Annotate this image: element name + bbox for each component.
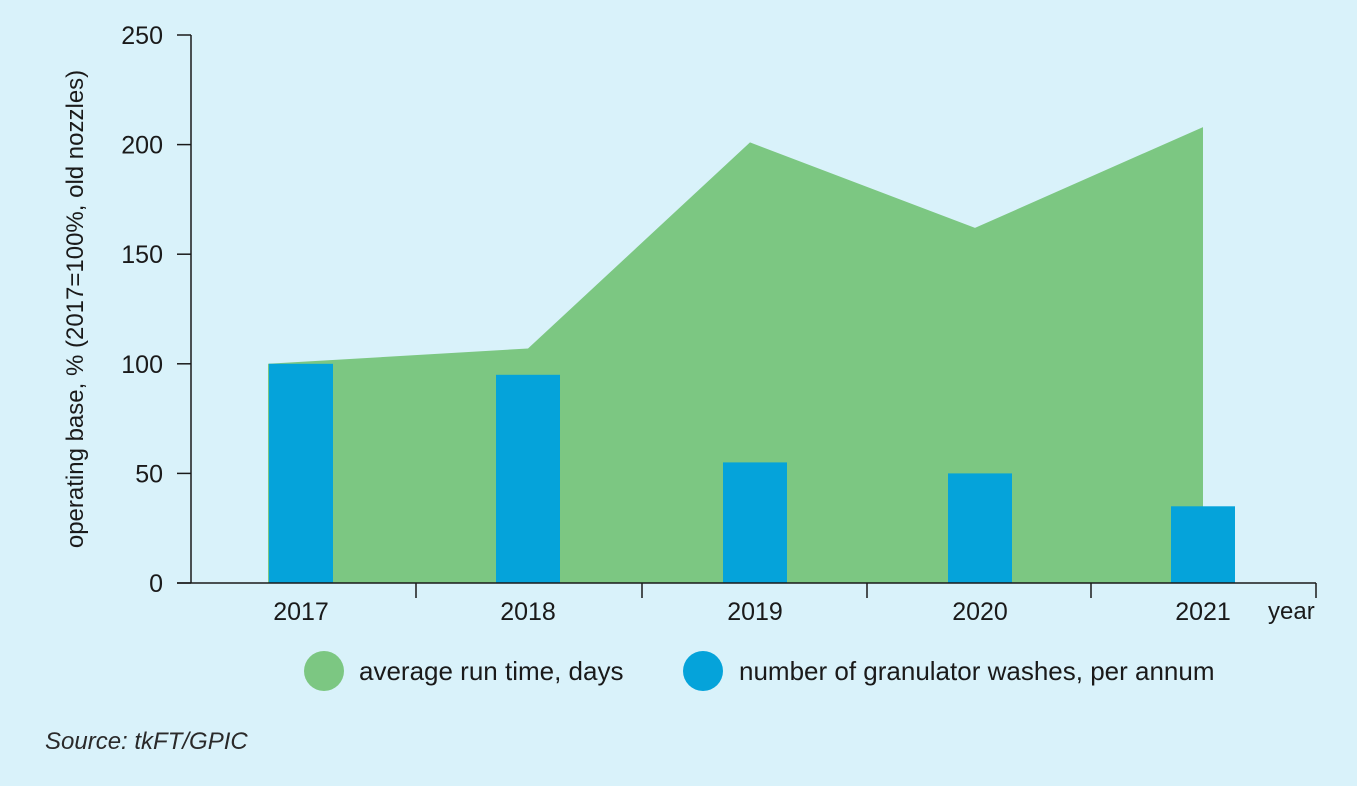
y-tick-label: 100: [121, 351, 163, 379]
x-tick-label: 2018: [500, 598, 556, 626]
x-axis-title: year: [1268, 598, 1315, 625]
source-note: Source: tkFT/GPIC: [45, 728, 248, 755]
x-tick-label: 2020: [952, 598, 1008, 626]
bar-granulator-washes-2019: [723, 462, 787, 583]
y-tick-label: 250: [121, 22, 163, 50]
y-ticks: 0 50 100 150 200 250: [121, 22, 191, 598]
y-tick-label: 50: [135, 460, 163, 488]
bar-granulator-washes-2017: [269, 363, 333, 583]
legend: average run time, days number of granula…: [304, 651, 1215, 691]
legend-swatch-area: [304, 651, 344, 691]
y-axis-title: operating base, % (2017=100%, old nozzle…: [62, 70, 89, 548]
x-tick-label: 2019: [727, 598, 783, 626]
bar-granulator-washes-2018: [496, 374, 560, 583]
y-tick-label: 200: [121, 132, 163, 160]
x-tick-label: 2021: [1175, 598, 1231, 626]
legend-swatch-bar: [683, 651, 723, 691]
bar-layer: [269, 363, 1235, 583]
bar-granulator-washes-2020: [948, 473, 1012, 583]
x-ticks: 2017 2018 2019 2020 2021: [273, 583, 1317, 626]
y-tick-label: 150: [121, 241, 163, 269]
bar-granulator-washes-2021: [1171, 506, 1235, 583]
y-tick-label: 0: [149, 570, 163, 598]
legend-label-area: average run time, days: [359, 656, 623, 686]
axis-layer: [177, 35, 1316, 584]
x-tick-label: 2017: [273, 598, 329, 626]
legend-label-bar: number of granulator washes, per annum: [739, 656, 1215, 686]
